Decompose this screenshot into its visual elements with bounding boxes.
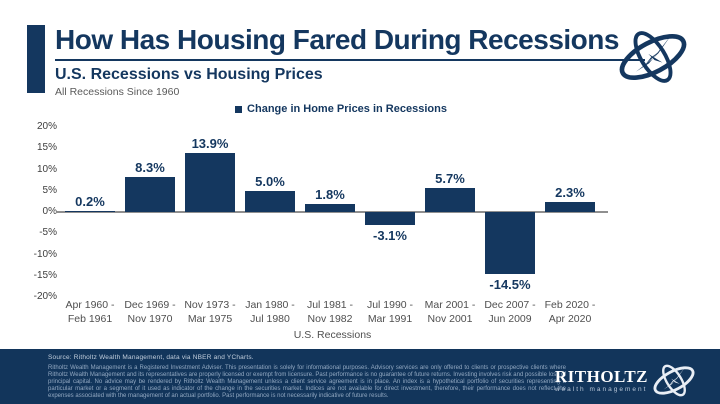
y-axis-tick: 15% xyxy=(36,142,57,154)
bar-value-label: -3.1% xyxy=(373,228,407,243)
x-axis-tick: Mar 2001 - Nov 2001 xyxy=(424,299,476,325)
brand-name: RITHOLTZ xyxy=(554,367,648,386)
disclaimer-text: Ritholtz Wealth Management is a Register… xyxy=(48,365,566,399)
y-axis-tick: -10% xyxy=(33,248,57,260)
bar-value-label: 13.9% xyxy=(191,136,229,151)
title-divider xyxy=(55,59,645,61)
bar-value-label: -14.5% xyxy=(489,277,531,292)
bar xyxy=(485,212,535,274)
x-axis-tick: Apr 1960 - Feb 1961 xyxy=(65,299,115,325)
brand-tagline: wealth management xyxy=(554,386,648,393)
y-axis-tick: 10% xyxy=(36,163,57,175)
bar-value-label: 5.0% xyxy=(255,174,285,189)
bar xyxy=(65,211,115,212)
legend-label: Change in Home Prices in Recessions xyxy=(247,103,447,115)
x-axis-tick: Jul 1981 - Nov 1982 xyxy=(306,299,354,325)
footer-brand: RITHOLTZ wealth management xyxy=(555,359,698,402)
y-axis-tick: -15% xyxy=(33,269,57,281)
bar-value-label: 5.7% xyxy=(435,171,465,186)
chart-subtitle: All Recessions Since 1960 xyxy=(55,86,180,98)
bar xyxy=(545,202,595,212)
bar xyxy=(185,153,235,212)
bar xyxy=(425,188,475,212)
bar xyxy=(245,191,295,212)
y-axis-tick: -5% xyxy=(39,227,57,239)
brand-wordmark: RITHOLTZ wealth management xyxy=(555,368,648,393)
x-axis-tick: Dec 2007 - Jun 2009 xyxy=(484,299,536,325)
x-axis-tick: Jul 1990 - Mar 1991 xyxy=(366,299,414,325)
bar-value-label: 2.3% xyxy=(555,185,585,200)
x-axis-tick: Dec 1969 - Nov 1970 xyxy=(124,299,176,325)
x-axis-tick: Jan 1980 - Jul 1980 xyxy=(245,299,295,325)
bar-value-label: 1.8% xyxy=(315,187,345,202)
chart-title: U.S. Recessions vs Housing Prices xyxy=(55,66,323,83)
bar xyxy=(305,204,355,212)
footer-band: Source: Ritholtz Wealth Management, data… xyxy=(0,349,720,404)
legend: Change in Home Prices in Recessions xyxy=(0,103,682,115)
bar-value-label: 8.3% xyxy=(135,160,165,175)
source-note: Source: Ritholtz Wealth Management, data… xyxy=(48,354,254,361)
x-axis-tick: Feb 2020 - Apr 2020 xyxy=(544,299,596,325)
bar xyxy=(365,212,415,225)
bar-value-label: 0.2% xyxy=(75,194,105,209)
title-accent-bar xyxy=(27,25,45,93)
zero-axis-line xyxy=(57,211,608,213)
y-axis-tick: -20% xyxy=(33,291,57,302)
bar xyxy=(125,177,175,212)
y-axis-tick: 0% xyxy=(42,206,57,217)
x-axis-title: U.S. Recessions xyxy=(293,329,372,341)
y-axis-tick: 5% xyxy=(42,184,57,196)
legend-marker-icon xyxy=(235,105,243,113)
ritholtz-gyroscope-logo-footer-icon xyxy=(650,359,698,402)
ritholtz-gyroscope-logo-icon xyxy=(614,22,692,92)
page-title: How Has Housing Fared During Recessions xyxy=(55,24,619,55)
x-axis-tick: Nov 1973 - Mar 1975 xyxy=(184,299,236,325)
y-axis-tick: 20% xyxy=(36,121,57,132)
